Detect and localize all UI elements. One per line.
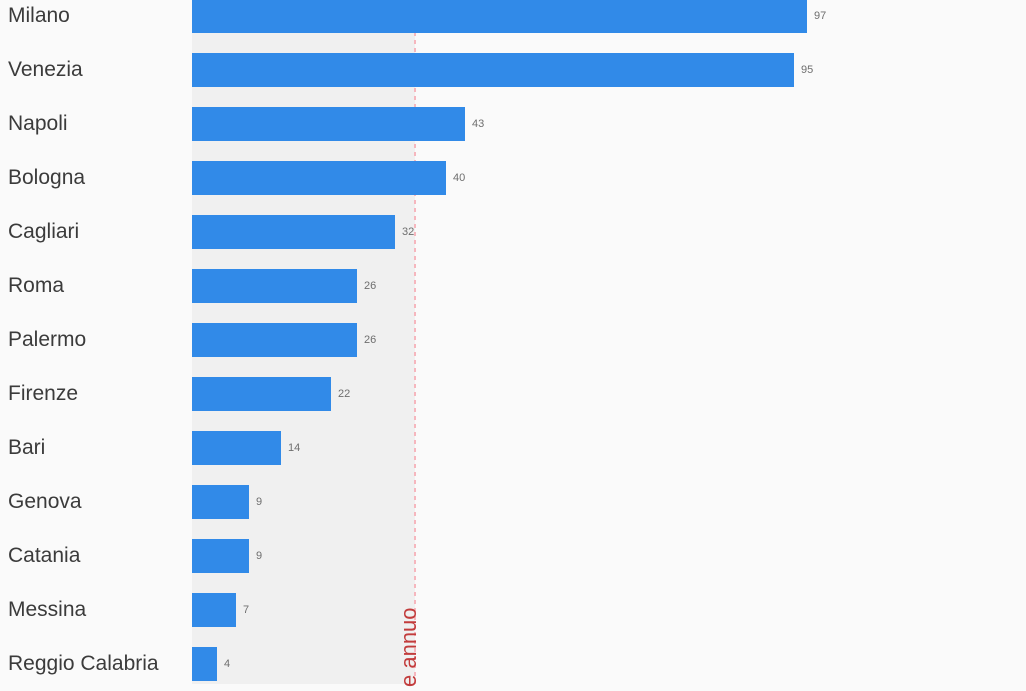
chart-row: Messina 7 — [0, 583, 1026, 637]
chart-row: Catania 9 — [0, 529, 1026, 583]
chart-row: Napoli 43 — [0, 97, 1026, 151]
category-label: Venezia — [8, 58, 83, 81]
bar[interactable] — [192, 377, 331, 411]
category-label: Bari — [8, 436, 46, 459]
category-label: Roma — [8, 274, 65, 297]
value-label: 32 — [402, 226, 415, 238]
bar[interactable] — [192, 107, 465, 141]
value-label: 14 — [288, 442, 301, 454]
category-label: Firenze — [8, 382, 79, 405]
value-label: 22 — [338, 388, 351, 400]
chart-row: Milano 97 — [0, 0, 1026, 43]
category-label: Palermo — [8, 328, 87, 351]
chart-row: Firenze 22 — [0, 367, 1026, 421]
chart-row: Genova 9 — [0, 475, 1026, 529]
chart-row: Venezia 95 — [0, 43, 1026, 97]
reference-line-label: e annuo — [396, 607, 421, 687]
value-label: 40 — [453, 172, 466, 184]
chart-row: Bari 14 — [0, 421, 1026, 475]
value-label: 26 — [364, 334, 377, 346]
bar[interactable] — [192, 431, 281, 465]
chart-row: Cagliari 32 — [0, 205, 1026, 259]
bar[interactable] — [192, 269, 357, 303]
category-label: Messina — [8, 598, 87, 621]
category-label: Reggio Calabria — [8, 652, 159, 675]
category-label: Catania — [8, 544, 81, 567]
bar[interactable] — [192, 53, 794, 87]
category-label: Cagliari — [8, 220, 80, 243]
bar[interactable] — [192, 539, 249, 573]
chart-row: Bologna 40 — [0, 151, 1026, 205]
chart-row: Reggio Calabria 4 — [0, 637, 1026, 691]
bar[interactable] — [192, 647, 217, 681]
bar[interactable] — [192, 215, 395, 249]
chart-row: Roma 26 — [0, 259, 1026, 313]
bar[interactable] — [192, 323, 357, 357]
bar[interactable] — [192, 0, 807, 33]
value-label: 7 — [243, 604, 250, 616]
chart-row: Palermo 26 — [0, 313, 1026, 367]
value-label: 97 — [814, 10, 827, 22]
value-label: 9 — [256, 496, 263, 508]
bar[interactable] — [192, 593, 236, 627]
category-label: Milano — [8, 4, 70, 27]
value-label: 4 — [224, 658, 231, 670]
value-label: 95 — [801, 64, 814, 76]
value-label: 9 — [256, 550, 263, 562]
value-label: 26 — [364, 280, 377, 292]
category-label: Genova — [8, 490, 82, 513]
category-label: Bologna — [8, 166, 86, 189]
reference-dashed-line — [414, 0, 416, 684]
category-label: Napoli — [8, 112, 68, 135]
bar[interactable] — [192, 161, 446, 195]
bar[interactable] — [192, 485, 249, 519]
value-label: 43 — [472, 118, 485, 130]
